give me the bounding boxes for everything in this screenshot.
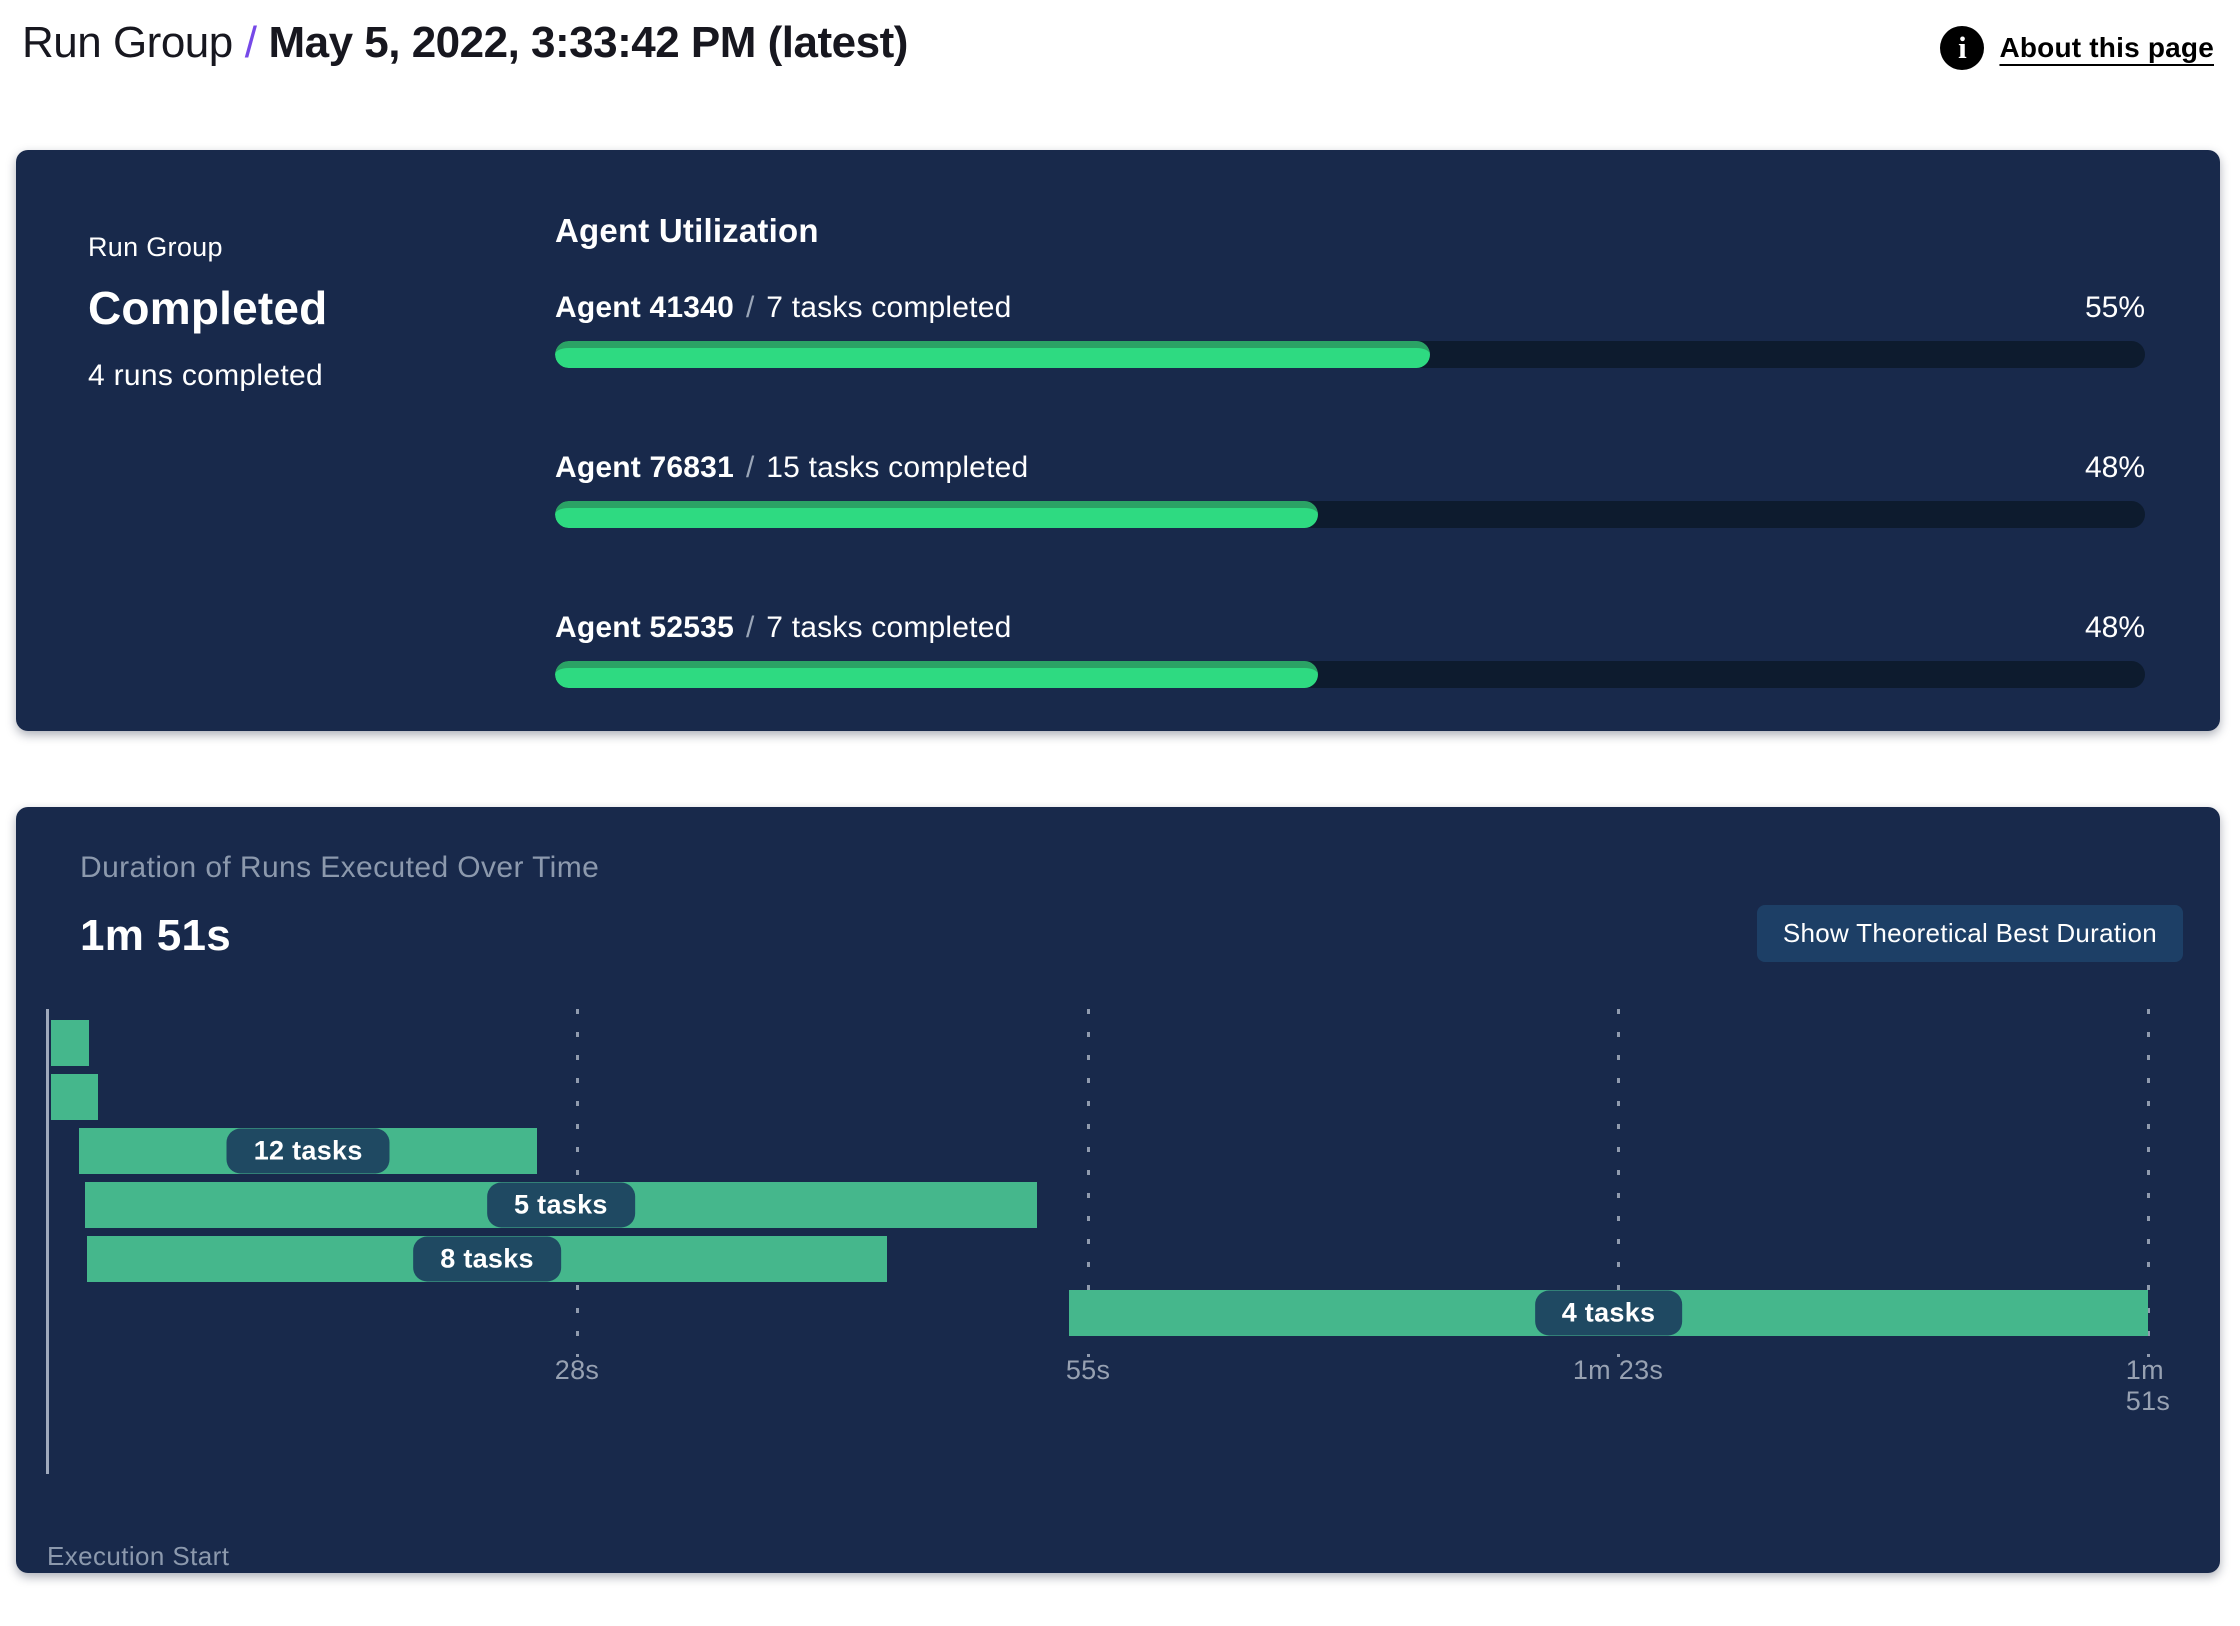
agent-name: Agent 76831: [555, 451, 734, 484]
y-axis-line: [46, 1009, 49, 1474]
duration-chart-panel: Duration of Runs Executed Over Time 1m 5…: [16, 807, 2220, 1573]
execution-start-label: Execution Start: [47, 1541, 230, 1571]
breadcrumb-root[interactable]: Run Group: [22, 18, 233, 67]
info-icon: i: [1940, 26, 1985, 70]
utilization-progress-track: [555, 341, 2145, 368]
show-theoretical-best-duration-button[interactable]: Show Theoretical Best Duration: [1756, 905, 2183, 962]
utilization-progress-fill: [555, 501, 1319, 528]
total-duration-value: 1m 51s: [80, 911, 232, 960]
agent-tasks-completed: 15 tasks completed: [766, 451, 1029, 484]
agent-utilization-heading: Agent Utilization: [555, 212, 819, 249]
run-group-summary-panel: Run Group Completed 4 runs completed Age…: [16, 150, 2220, 731]
run-group-status: Run Group Completed 4 runs completed: [16, 150, 555, 731]
agent-row: Agent 41340 / 7 tasks completed 55%: [555, 288, 2145, 368]
agent-name: Agent 41340: [555, 291, 734, 324]
axis-tick-label: 28s: [554, 1355, 600, 1385]
gridline: [2147, 1009, 2150, 1357]
agent-separator: /: [745, 291, 755, 324]
about-link-label: About this page: [1999, 32, 2214, 63]
run-timestamp-title: May 5, 2022, 3:33:42 PM (latest): [268, 18, 908, 67]
agent-separator: /: [745, 451, 755, 484]
page-title: Run Group / May 5, 2022, 3:33:42 PM (lates…: [22, 18, 908, 68]
breadcrumb-separator: /: [244, 18, 257, 67]
agent-tasks-completed: 7 tasks completed: [766, 291, 1012, 324]
run-duration-bar[interactable]: 8 tasks: [86, 1236, 888, 1282]
agent-tasks-completed: 7 tasks completed: [766, 611, 1012, 644]
agent-row: Agent 52535 / 7 tasks completed 48%: [555, 608, 2145, 688]
task-count-badge: 5 tasks: [487, 1182, 635, 1228]
run-duration-bar[interactable]: 4 tasks: [1069, 1290, 2148, 1336]
run-duration-bar[interactable]: [50, 1020, 89, 1066]
axis-tick-label: 1m 51s: [2125, 1355, 2171, 1416]
run-group-label: Run Group: [88, 232, 223, 262]
utilization-progress-track: [555, 501, 2145, 528]
run-duration-bar[interactable]: 12 tasks: [79, 1128, 538, 1174]
agent-row: Agent 76831 / 15 tasks completed 48%: [555, 448, 2145, 528]
task-count-badge: 4 tasks: [1534, 1290, 1683, 1336]
duration-chart-title: Duration of Runs Executed Over Time: [80, 851, 600, 884]
utilization-progress-fill: [555, 341, 1430, 368]
axis-tick-label: 55s: [1065, 1355, 1111, 1385]
agent-utilization-percent: 48%: [2084, 611, 2145, 644]
task-count-badge: 8 tasks: [413, 1236, 561, 1282]
agent-utilization-section: Agent Utilization Agent 41340 / 7 tasks …: [555, 150, 2220, 731]
axis-tick-label: 1m 23s: [1572, 1355, 1664, 1385]
gridline: [1087, 1009, 1091, 1357]
runs-completed-count: 4 runs completed: [88, 359, 323, 392]
page-header: Run Group / May 5, 2022, 3:33:42 PM (lates…: [0, 0, 2240, 80]
gridline: [1617, 1009, 1621, 1357]
run-duration-bar[interactable]: [50, 1074, 99, 1120]
gantt-chart: Execution Start 28s 55s 1m 23s 1m 51s 12 tas…: [46, 1009, 2170, 1579]
about-link[interactable]: i About this page: [1940, 26, 2214, 70]
utilization-progress-fill: [555, 661, 1319, 688]
run-group-status-value: Completed: [88, 282, 328, 334]
agent-utilization-percent: 48%: [2084, 451, 2145, 484]
agent-utilization-percent: 55%: [2084, 291, 2145, 324]
utilization-progress-track: [555, 661, 2145, 688]
agent-separator: /: [745, 611, 755, 644]
run-duration-bar[interactable]: 5 tasks: [84, 1182, 1037, 1228]
task-count-badge: 12 tasks: [226, 1128, 390, 1174]
agent-name: Agent 52535: [555, 611, 734, 644]
